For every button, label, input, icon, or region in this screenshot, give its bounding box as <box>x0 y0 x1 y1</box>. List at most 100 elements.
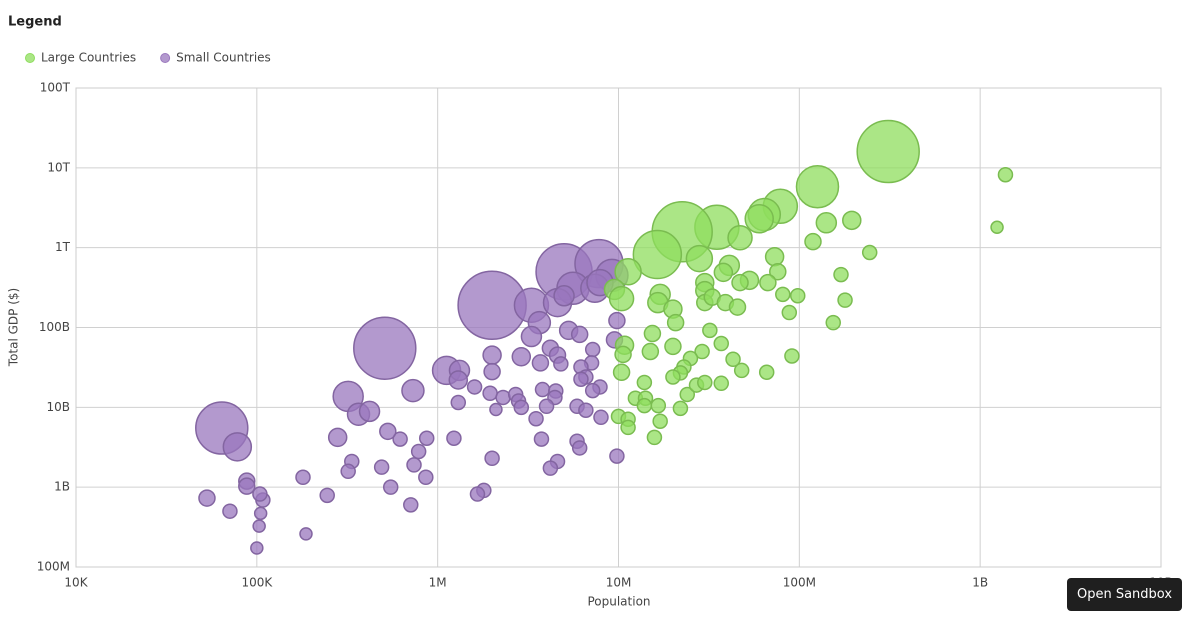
bubble <box>358 400 381 423</box>
bubble <box>733 362 750 379</box>
bubble <box>697 374 713 391</box>
bubble <box>781 304 798 321</box>
bubble <box>593 409 609 426</box>
bubble <box>483 362 501 381</box>
bubble <box>495 389 511 406</box>
bubble <box>784 348 800 364</box>
bubble <box>534 381 551 398</box>
series-group <box>603 119 1014 446</box>
open-sandbox-button[interactable]: Open Sandbox <box>1067 578 1182 611</box>
bubble <box>538 398 555 415</box>
bubble <box>238 477 256 495</box>
bubble <box>652 413 668 429</box>
bubble <box>584 382 601 399</box>
plot-border <box>75 87 1162 568</box>
bubble <box>758 364 775 381</box>
bubble <box>744 204 774 234</box>
bubble <box>759 273 777 292</box>
bubble <box>401 378 425 403</box>
x-tick-label: 10K <box>64 576 88 590</box>
bubble <box>731 273 749 292</box>
bubble <box>612 363 631 382</box>
bubble <box>379 422 397 441</box>
bubble <box>694 343 710 360</box>
bubble <box>403 497 419 513</box>
bubble <box>842 210 862 231</box>
bubble <box>373 459 390 475</box>
bubble <box>571 440 588 456</box>
bubble <box>511 347 532 367</box>
bubble <box>222 432 253 462</box>
bubble <box>641 342 660 361</box>
bubble <box>489 402 503 417</box>
bubble <box>299 527 313 541</box>
bubble <box>252 486 268 502</box>
bubble <box>679 386 696 403</box>
bubble <box>450 394 467 411</box>
bubble <box>728 298 747 316</box>
bubble <box>609 448 625 464</box>
bubble <box>650 397 667 414</box>
bubble <box>340 463 356 480</box>
bubble <box>727 225 753 251</box>
bubble <box>482 345 502 365</box>
bubble <box>665 369 681 385</box>
bubble <box>632 229 683 280</box>
bubble <box>484 450 500 467</box>
bubble <box>990 220 1004 235</box>
bubble <box>520 325 543 348</box>
bubble <box>253 506 268 521</box>
bubble <box>804 232 822 251</box>
legend-marker <box>160 53 171 63</box>
bubble <box>573 371 589 387</box>
bubble <box>469 486 486 502</box>
bubble <box>997 166 1014 183</box>
bubble <box>392 431 408 447</box>
bubble <box>861 244 878 261</box>
bubble <box>584 341 601 358</box>
y-tick-label: 100M <box>37 560 70 574</box>
bubble <box>570 325 589 344</box>
bubble <box>713 375 729 392</box>
y-tick-label: 10T <box>47 160 70 174</box>
bubble <box>636 397 653 414</box>
bubble <box>795 164 840 209</box>
bubble <box>713 262 734 283</box>
bubble <box>222 503 238 519</box>
bubble <box>646 429 663 446</box>
bubble <box>713 335 729 352</box>
x-tick-label: 1B <box>972 576 988 590</box>
bubble <box>608 311 626 330</box>
bubble <box>725 351 741 368</box>
bubble <box>410 443 427 460</box>
bubble <box>614 257 642 286</box>
bubble <box>775 286 791 303</box>
series-group <box>195 238 629 555</box>
bubble <box>702 322 718 339</box>
bubble <box>542 460 559 476</box>
bubble <box>553 284 575 307</box>
y-axis-label: Total GDP ($) <box>7 288 21 367</box>
bubble <box>466 379 483 395</box>
y-tick-label: 100T <box>40 81 71 95</box>
bubble <box>764 246 785 267</box>
bubble <box>608 285 635 312</box>
y-tick-label: 1B <box>54 480 70 494</box>
bubble <box>672 400 689 417</box>
x-tick-label: 1M <box>429 576 447 590</box>
legend-title: Legend <box>8 15 62 30</box>
bubble <box>482 385 498 402</box>
bubble <box>382 479 399 495</box>
legend-marker <box>25 53 35 63</box>
x-axis-label: Population <box>587 595 650 609</box>
bubble <box>319 487 335 504</box>
y-tick-label: 10B <box>46 400 70 414</box>
bubble <box>620 419 636 436</box>
bubble <box>833 266 849 283</box>
x-tick-label: 10M <box>606 576 632 590</box>
bubble <box>252 519 266 533</box>
bubble <box>533 431 550 447</box>
bubble <box>614 345 632 364</box>
bubble <box>856 119 920 184</box>
